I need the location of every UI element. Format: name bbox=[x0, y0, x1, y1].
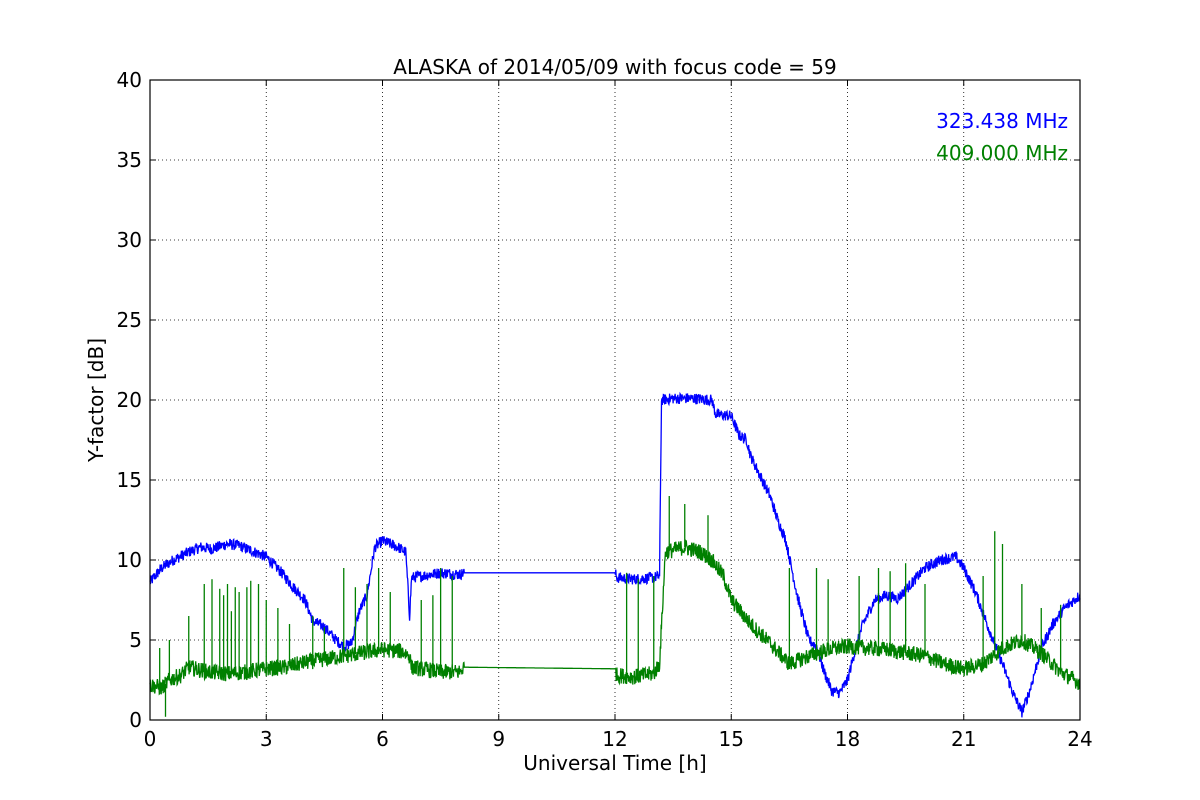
y-tick-label: 25 bbox=[117, 308, 142, 332]
y-tick-label: 5 bbox=[129, 628, 142, 652]
legend-entry: 323.438 MHz bbox=[936, 109, 1068, 133]
x-tick-label: 24 bbox=[1067, 727, 1092, 751]
legend: 323.438 MHz 409.000 MHz bbox=[936, 109, 1068, 165]
ticks: 0 3 6 9 12 15 18 21 24 0 5 10 15 20 25 30 35 40 bbox=[117, 68, 1093, 751]
x-tick-label: 15 bbox=[719, 727, 744, 751]
chart-title: ALASKA of 2014/05/09 with focus code = 5… bbox=[393, 55, 836, 79]
x-tick-label: 0 bbox=[144, 727, 157, 751]
x-tick-label: 3 bbox=[260, 727, 273, 751]
y-tick-label: 15 bbox=[117, 468, 142, 492]
x-tick-label: 12 bbox=[602, 727, 627, 751]
y-tick-label: 40 bbox=[117, 68, 142, 92]
y-tick-label: 30 bbox=[117, 228, 142, 252]
x-tick-label: 6 bbox=[376, 727, 389, 751]
x-axis-label: Universal Time [h] bbox=[523, 751, 706, 775]
y-tick-label: 20 bbox=[117, 388, 142, 412]
series-line-323-438-mhz bbox=[149, 391, 1081, 718]
x-tick-label: 21 bbox=[951, 727, 976, 751]
series-layer bbox=[149, 391, 1081, 718]
x-tick-label: 9 bbox=[492, 727, 505, 751]
x-tick-label: 18 bbox=[835, 727, 860, 751]
legend-entry: 409.000 MHz bbox=[936, 141, 1068, 165]
y-tick-label: 10 bbox=[117, 548, 142, 572]
y-tick-label: 35 bbox=[117, 148, 142, 172]
y-tick-label: 0 bbox=[129, 708, 142, 732]
y-axis-label: Y-factor [dB] bbox=[84, 338, 108, 463]
